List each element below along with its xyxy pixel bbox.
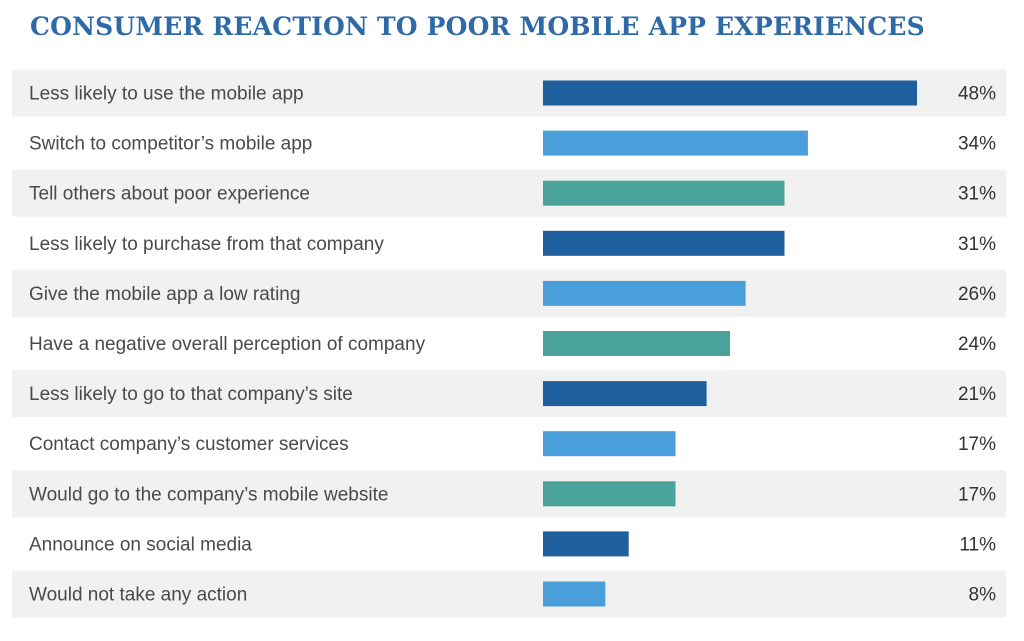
bar: [543, 80, 917, 106]
category-label: Tell others about poor experience: [29, 184, 310, 205]
bar: [543, 431, 676, 457]
category-label: Would not take any action: [29, 585, 247, 606]
value-label: 31%: [958, 184, 996, 205]
value-label: 17%: [958, 484, 996, 505]
value-label: 21%: [958, 384, 996, 405]
category-label: Contact company’s customer services: [29, 434, 349, 455]
row-band: [12, 370, 1006, 418]
bar: [543, 280, 746, 306]
bar: [543, 581, 606, 607]
row-band: [12, 570, 1006, 618]
category-label: Switch to competitor’s mobile app: [29, 134, 312, 155]
bar: [543, 180, 785, 206]
row-band: [12, 269, 1006, 317]
value-label: 8%: [969, 585, 997, 606]
category-label: Announce on social media: [29, 534, 252, 555]
bar: [543, 481, 676, 507]
category-label: Less likely to go to that company’s site: [29, 384, 353, 405]
bar: [543, 381, 707, 407]
value-label: 31%: [958, 234, 996, 255]
category-label: Less likely to use the mobile app: [29, 84, 304, 105]
row-band: [12, 169, 1006, 217]
value-label: 11%: [959, 534, 996, 555]
category-label: Would go to the company’s mobile website: [29, 484, 388, 505]
bar: [543, 331, 730, 356]
value-label: 34%: [958, 134, 996, 155]
bar: [543, 130, 808, 156]
category-label: Have a negative overall perception of co…: [29, 334, 426, 355]
value-label: 17%: [958, 434, 996, 455]
value-label: 48%: [958, 84, 996, 105]
bar: [543, 230, 785, 256]
category-label: Give the mobile app a low rating: [29, 284, 300, 305]
value-label: 24%: [958, 334, 996, 355]
value-label: 26%: [958, 284, 996, 305]
row-band: [12, 470, 1006, 518]
chart-title: CONSUMER REACTION TO POOR MOBILE APP EXP…: [30, 12, 925, 41]
bar: [543, 531, 629, 557]
category-label: Less likely to purchase from that compan…: [29, 234, 384, 255]
